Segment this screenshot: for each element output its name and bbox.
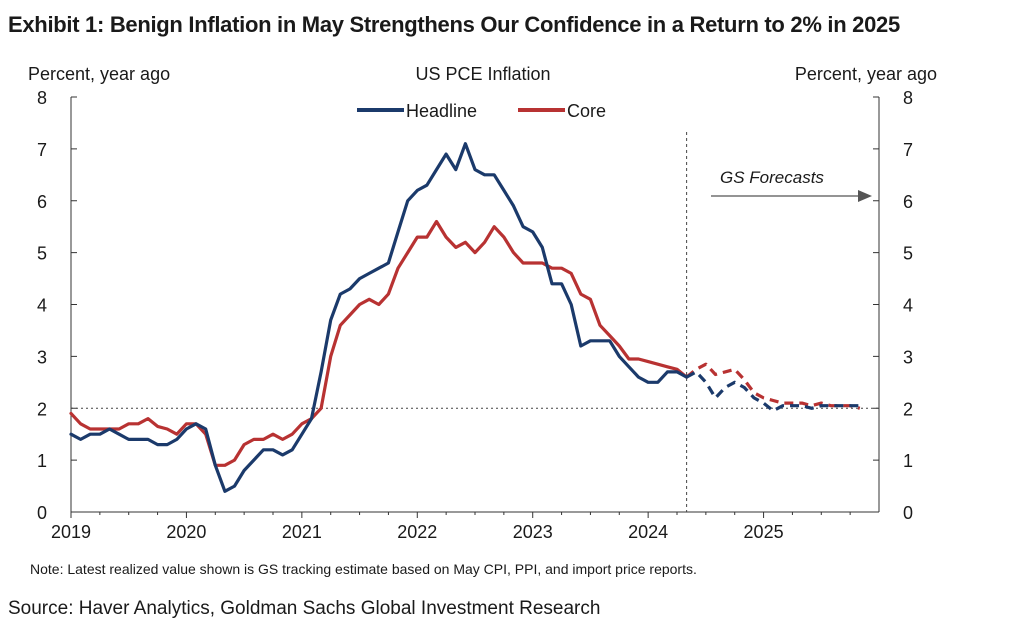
core-forecast-line [685,362,861,410]
y-tick-label-left: 1 [37,451,47,471]
legend: Headline Core [357,101,606,121]
reference-lines [71,132,879,512]
x-tick-label: 2024 [628,522,668,542]
forecast-annotation: GS Forecasts [711,168,872,202]
legend-core-label: Core [567,101,606,121]
chart-note: Note: Latest realized value shown is GS … [30,561,697,577]
y-tick-label-left: 8 [37,88,47,108]
y-tick-label-right: 7 [903,140,913,160]
y-tick-label-right: 0 [903,503,913,523]
core-series-line [69,219,689,467]
y-tick-label-left: 4 [37,296,47,316]
left-axis-label: Percent, year ago [28,64,170,84]
axes: 0 0 1 1 2 2 3 3 4 4 5 5 6 6 7 7 8 8 2019 2020 2021 2022 2023 20… [37,88,913,542]
y-tick-label-right: 6 [903,192,913,212]
x-tick-label: 2019 [51,522,91,542]
source-line: Source: Haver Analytics, Goldman Sachs G… [8,598,601,619]
y-tick-label-left: 7 [37,140,47,160]
forecast-arrow-head-icon [858,190,872,202]
y-tick-label-left: 2 [37,399,47,419]
chart-title: US PCE Inflation [415,64,550,84]
forecast-label: GS Forecasts [720,168,824,187]
x-tick-label: 2023 [513,522,553,542]
x-tick-label: 2022 [397,522,437,542]
exhibit-title: Exhibit 1: Benign Inflation in May Stren… [8,12,900,37]
y-tick-label-left: 6 [37,192,47,212]
y-tick-label-left: 0 [37,503,47,523]
y-tick-label-right: 1 [903,451,913,471]
y-tick-label-right: 2 [903,399,913,419]
y-tick-label-right: 8 [903,88,913,108]
legend-headline-label: Headline [406,101,477,121]
x-tick-label: 2025 [744,522,784,542]
y-tick-label-right: 4 [903,296,913,316]
y-tick-label-right: 5 [903,244,913,264]
x-tick-label: 2020 [166,522,206,542]
y-tick-label-right: 3 [903,347,913,367]
x-tick-label: 2021 [282,522,322,542]
y-tick-label-left: 3 [37,347,47,367]
headline-series-line [69,142,689,493]
right-axis-label: Percent, year ago [795,64,937,84]
series-lines [69,142,861,493]
y-tick-label-left: 5 [37,244,47,264]
